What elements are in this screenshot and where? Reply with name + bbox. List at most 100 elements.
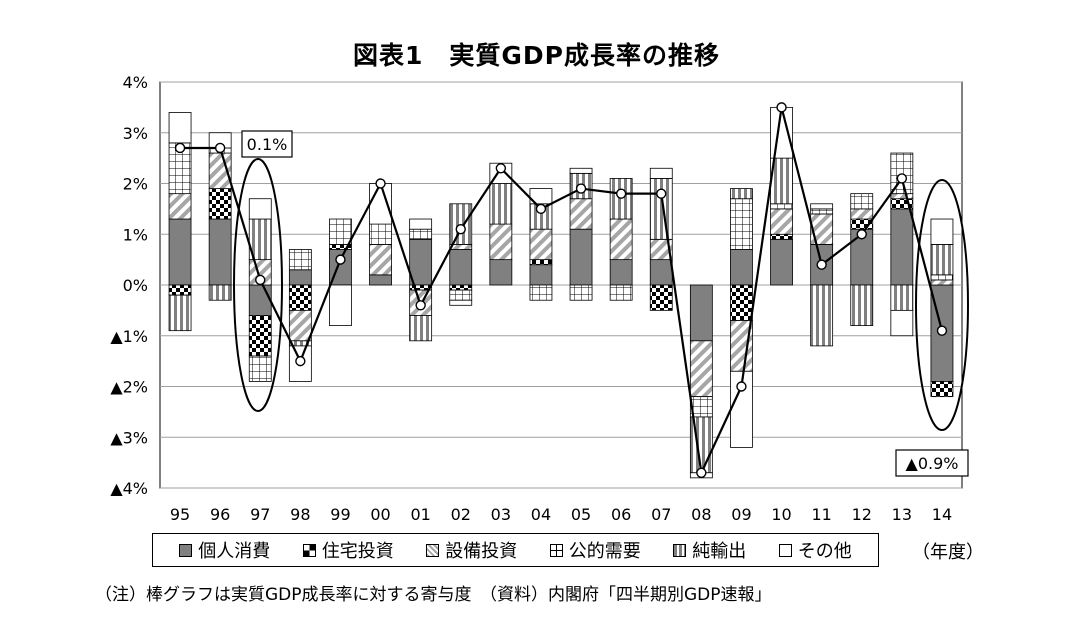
bar-segment-capex	[569, 198, 593, 230]
x-tick-label: 99	[330, 505, 350, 524]
gdp-growth-point	[936, 325, 948, 336]
bar-segment-consumption	[168, 218, 192, 286]
ellipse-14	[915, 179, 969, 431]
bar-segment-consumption	[770, 238, 793, 286]
bar-segment-netexport	[489, 183, 513, 225]
gdp-growth-point	[335, 254, 346, 265]
bar-segment-other	[248, 198, 272, 220]
bar-segment-consumption	[649, 259, 673, 286]
bar-segment-consumption	[890, 208, 914, 286]
bar-segment-netexport	[730, 188, 753, 200]
legend-label: 純輸出	[692, 541, 747, 562]
annotation-14: ▲0.9%	[906, 454, 959, 473]
legend-item-netexport: 純輸出	[673, 537, 746, 563]
bar-segment-public	[850, 193, 874, 210]
y-tick-label: 2%	[123, 175, 148, 194]
annotation-box-97	[241, 130, 293, 158]
gdp-growth-point	[896, 173, 908, 184]
gdp-growth-point	[455, 223, 466, 235]
bar-segment-public	[770, 203, 793, 210]
x-tick-label: 12	[852, 505, 872, 524]
bar-segment-capex	[810, 213, 834, 245]
legend-item-other: その他	[778, 537, 852, 563]
bar-segment-public	[449, 289, 473, 301]
legend-item-capex: 設備投資	[426, 537, 517, 563]
bar-segment-netexport	[649, 178, 673, 240]
gdp-growth-point	[495, 163, 507, 174]
annotation-box-14	[895, 449, 969, 477]
legend-label: 個人消費	[198, 541, 271, 562]
bar-segment-other	[409, 218, 433, 230]
legend-label: 住宅投資	[321, 541, 394, 562]
bar-segment-capex	[850, 208, 874, 220]
bar-segment-other	[930, 218, 954, 245]
bar-segment-public	[248, 355, 272, 382]
annotation-97: 0.1%	[247, 135, 288, 154]
x-tick-label: 04	[531, 505, 551, 524]
bar-segment-public	[930, 274, 954, 281]
x-tick-label: 95	[170, 505, 190, 524]
bar-segment-consumption	[730, 249, 753, 286]
bar-segment-capex	[529, 228, 553, 261]
gdp-growth-line	[180, 107, 944, 477]
source-note: （注）棒グラフは実質GDP成長率に対する寄与度 （資料）内閣府「四半期別GDP速…	[95, 585, 772, 605]
bar-segment-housing	[288, 284, 312, 311]
x-tick-label: 05	[571, 505, 591, 524]
x-tick-label: 06	[611, 505, 631, 524]
bar-segment-housing	[248, 315, 272, 357]
legend-item-consumption: 個人消費	[179, 537, 270, 563]
x-tick-label: 03	[491, 505, 511, 524]
bar-segment-public	[329, 218, 352, 245]
y-tick-label: 3%	[123, 124, 148, 143]
bar-segment-housing	[649, 284, 673, 311]
bar-segment-consumption	[369, 274, 392, 286]
legend-swatch-housing	[302, 543, 316, 557]
gdp-growth-point	[776, 102, 787, 113]
gdp-growth-point	[255, 274, 266, 286]
bar-segment-consumption	[409, 238, 433, 286]
bar-segment-capex	[890, 193, 914, 200]
bar-segment-consumption	[689, 284, 713, 342]
y-tick-label: ▲2%	[110, 378, 148, 397]
x-tick-label: 96	[210, 505, 230, 524]
bar-segment-consumption	[569, 228, 593, 286]
bar-segment-other	[649, 167, 673, 179]
gdp-growth-point	[375, 178, 386, 189]
bar-segment-housing	[529, 259, 553, 266]
bar-segment-public	[409, 228, 433, 240]
bar-segment-consumption	[609, 259, 633, 286]
x-tick-label: 13	[892, 505, 912, 524]
bar-segment-other	[569, 167, 593, 174]
bar-segment-netexport	[409, 315, 433, 342]
bar-segment-consumption	[248, 284, 272, 316]
ellipse-97	[233, 158, 283, 412]
x-tick-label: 11	[811, 505, 831, 524]
bar-segment-capex	[369, 243, 392, 276]
bar-segment-consumption	[449, 249, 473, 286]
legend-item-public: 公的需要	[549, 537, 641, 563]
bar-segment-capex	[168, 193, 192, 220]
bar-segment-housing	[168, 284, 192, 296]
gdp-growth-point	[535, 203, 547, 215]
bar-segment-consumption	[529, 264, 553, 286]
bar-segment-public	[288, 249, 312, 271]
x-tick-label: 08	[691, 505, 711, 524]
bar-segment-capex	[288, 309, 312, 342]
bar-segment-capex	[770, 208, 793, 235]
gdp-growth-point	[295, 355, 306, 367]
legend-label: その他	[797, 541, 852, 562]
legend-swatch-public	[549, 543, 563, 557]
gdp-growth-point	[575, 183, 587, 194]
gdp-growth-point	[736, 381, 747, 392]
bar-segment-public	[369, 223, 392, 245]
bar-segment-consumption	[489, 259, 513, 286]
bar-segment-capex	[930, 279, 954, 286]
legend-swatch-consumption	[179, 543, 193, 557]
x-tick-label: 98	[290, 505, 310, 524]
legend-swatch-other	[778, 543, 792, 557]
legend-swatch-netexport	[673, 543, 687, 557]
bar-segment-other	[329, 284, 352, 326]
bar-segment-other	[890, 309, 914, 337]
gdp-growth-point	[816, 259, 827, 270]
